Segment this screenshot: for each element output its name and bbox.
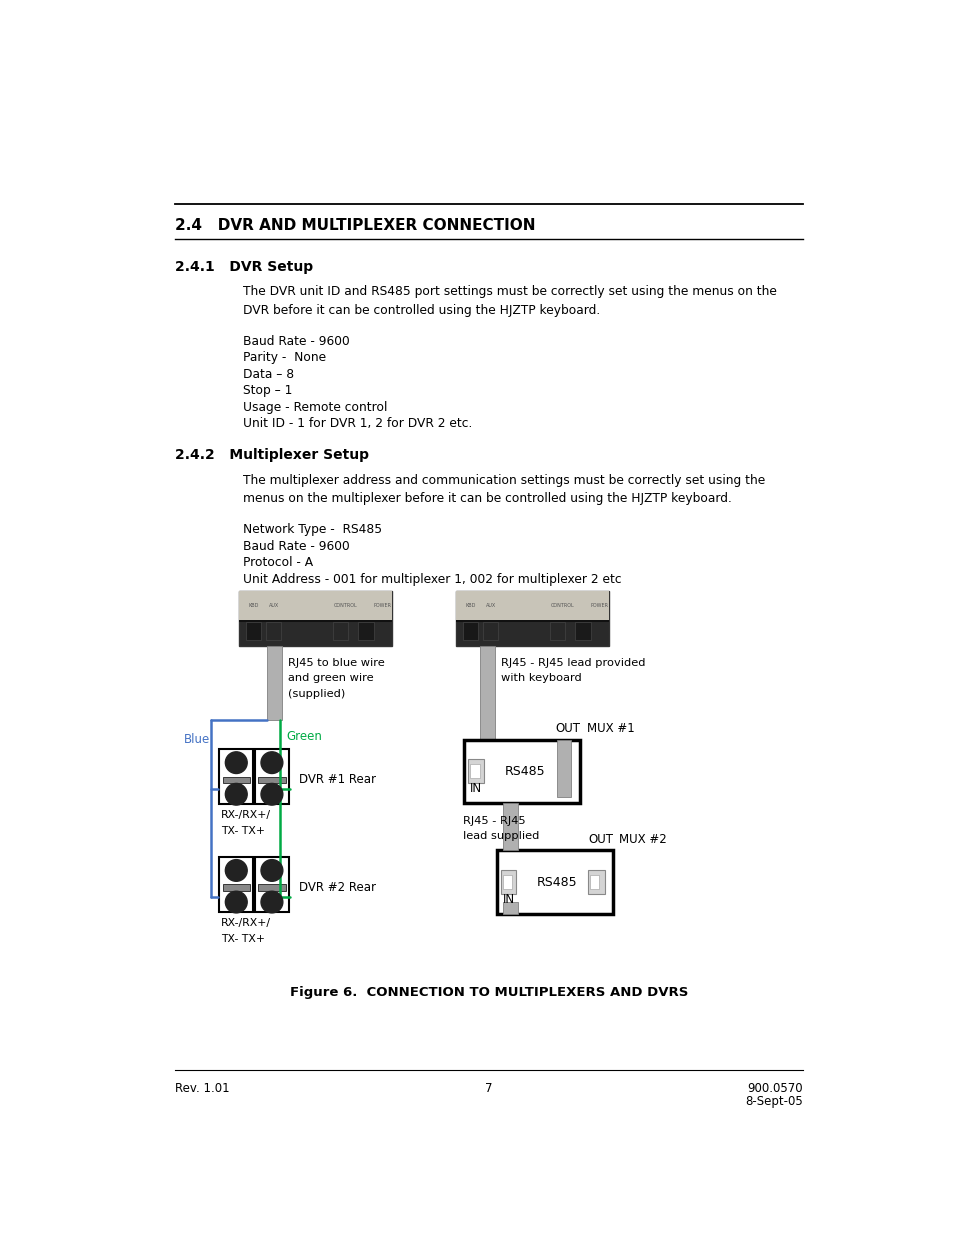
Text: RX-/RX+/: RX-/RX+/ <box>220 918 271 929</box>
Bar <box>587 869 604 894</box>
Text: with keyboard: with keyboard <box>500 673 581 683</box>
Text: Network Type -  RS485: Network Type - RS485 <box>243 524 382 536</box>
Bar <box>464 740 579 803</box>
Text: AUX: AUX <box>269 603 279 608</box>
Text: RJ45 - RJ45: RJ45 - RJ45 <box>462 816 525 826</box>
Bar <box>468 760 483 783</box>
Circle shape <box>261 860 282 882</box>
Bar <box>333 622 348 640</box>
Circle shape <box>261 892 282 913</box>
Text: 8-Sept-05: 8-Sept-05 <box>744 1095 802 1108</box>
Text: The multiplexer address and communication settings must be correctly set using t: The multiplexer address and communicatio… <box>243 474 764 487</box>
Circle shape <box>225 783 247 805</box>
Bar <box>482 622 497 640</box>
Text: menus on the multiplexer before it can be controlled using the HJZTP keyboard.: menus on the multiplexer before it can b… <box>243 493 731 505</box>
Text: AUX: AUX <box>485 603 496 608</box>
Text: 2.4.1   DVR Setup: 2.4.1 DVR Setup <box>174 259 313 274</box>
Text: OUT: OUT <box>587 834 613 846</box>
Text: RX-/RX+/: RX-/RX+/ <box>220 810 271 820</box>
Circle shape <box>225 860 247 882</box>
Text: RS485: RS485 <box>537 876 577 888</box>
Text: POWER: POWER <box>590 603 608 608</box>
Text: 900.0570: 900.0570 <box>746 1082 802 1095</box>
Bar <box>589 874 598 889</box>
Text: Protocol - A: Protocol - A <box>243 556 313 569</box>
Text: TX- TX+: TX- TX+ <box>220 826 265 836</box>
Bar <box>470 764 479 778</box>
Text: POWER: POWER <box>374 603 392 608</box>
Text: 7: 7 <box>485 1082 492 1095</box>
Text: Figure 6.  CONNECTION TO MULTIPLEXERS AND DVRS: Figure 6. CONNECTION TO MULTIPLEXERS AND… <box>290 986 687 999</box>
Bar <box>575 622 590 640</box>
Text: Green: Green <box>286 730 322 742</box>
Circle shape <box>225 752 247 773</box>
Bar <box>500 869 516 894</box>
Bar <box>549 622 564 640</box>
Text: KBD: KBD <box>249 603 259 608</box>
Bar <box>266 622 281 640</box>
Text: IN: IN <box>470 782 482 795</box>
Text: Parity -  None: Parity - None <box>243 351 326 364</box>
Text: DVR #1 Rear: DVR #1 Rear <box>298 773 375 785</box>
Bar <box>239 620 392 622</box>
Bar <box>497 851 612 914</box>
Text: DVR before it can be controlled using the HJZTP keyboard.: DVR before it can be controlled using th… <box>243 304 599 316</box>
Text: MUX #1: MUX #1 <box>586 722 634 735</box>
Text: Baud Rate - 9600: Baud Rate - 9600 <box>243 335 350 347</box>
Bar <box>258 777 285 783</box>
Text: Blue: Blue <box>184 734 211 746</box>
Bar <box>254 857 289 911</box>
Text: OUT: OUT <box>555 722 580 735</box>
Text: Data – 8: Data – 8 <box>243 368 294 380</box>
Bar <box>258 884 285 890</box>
Bar <box>219 748 253 804</box>
Bar <box>254 748 289 804</box>
Text: Baud Rate - 9600: Baud Rate - 9600 <box>243 540 350 553</box>
Text: RJ45 - RJ45 lead provided: RJ45 - RJ45 lead provided <box>500 658 644 668</box>
Text: 2.4.2   Multiplexer Setup: 2.4.2 Multiplexer Setup <box>174 448 369 462</box>
Text: The DVR unit ID and RS485 port settings must be correctly set using the menus on: The DVR unit ID and RS485 port settings … <box>243 285 777 299</box>
Text: MUX #2: MUX #2 <box>618 834 666 846</box>
Circle shape <box>225 892 247 913</box>
Text: and green wire: and green wire <box>288 673 374 683</box>
Text: 2.4   DVR AND MULTIPLEXER CONNECTION: 2.4 DVR AND MULTIPLEXER CONNECTION <box>174 217 535 232</box>
Circle shape <box>261 752 282 773</box>
Bar <box>456 592 608 646</box>
Text: CONTROL: CONTROL <box>334 603 357 608</box>
Text: Unit Address - 001 for multiplexer 1, 002 for multiplexer 2 etc: Unit Address - 001 for multiplexer 1, 00… <box>243 573 621 585</box>
Text: RS485: RS485 <box>504 764 544 778</box>
Bar <box>239 592 392 620</box>
Text: Rev. 1.01: Rev. 1.01 <box>174 1082 230 1095</box>
Text: lead supplied: lead supplied <box>462 831 538 841</box>
Bar <box>503 902 517 914</box>
Text: CONTROL: CONTROL <box>551 603 574 608</box>
Text: Usage - Remote control: Usage - Remote control <box>243 401 387 414</box>
Text: IN: IN <box>502 893 515 906</box>
Text: DVR #2 Rear: DVR #2 Rear <box>298 881 375 894</box>
Bar <box>222 777 250 783</box>
Bar <box>557 740 571 798</box>
Text: KBD: KBD <box>465 603 476 608</box>
Circle shape <box>261 783 282 805</box>
Text: RJ45 to blue wire: RJ45 to blue wire <box>288 658 384 668</box>
Bar <box>219 857 253 911</box>
Text: Unit ID - 1 for DVR 1, 2 for DVR 2 etc.: Unit ID - 1 for DVR 1, 2 for DVR 2 etc. <box>243 417 472 430</box>
Text: (supplied): (supplied) <box>288 689 345 699</box>
Bar <box>456 620 608 622</box>
Bar <box>462 622 477 640</box>
Bar <box>503 803 517 851</box>
Bar <box>245 622 261 640</box>
Bar <box>502 874 512 889</box>
Bar <box>456 592 608 620</box>
Bar <box>479 646 494 798</box>
Bar <box>239 592 392 646</box>
Bar <box>267 646 281 720</box>
Bar <box>222 884 250 890</box>
Text: TX- TX+: TX- TX+ <box>220 934 265 944</box>
Bar <box>358 622 374 640</box>
Text: Stop – 1: Stop – 1 <box>243 384 293 398</box>
